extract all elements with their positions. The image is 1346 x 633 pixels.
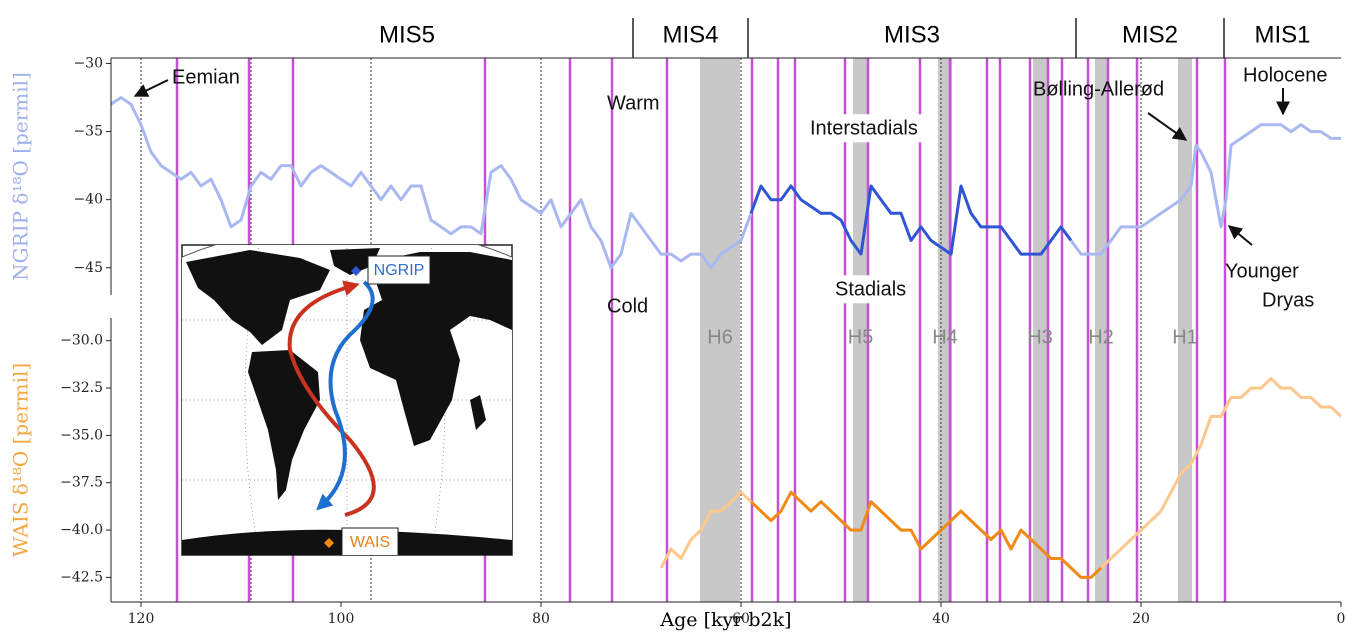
annotation: Warm (607, 92, 660, 114)
stage-label: MIS3 (884, 21, 940, 48)
annotation: Dryas (1262, 289, 1314, 311)
x-axis-label: Age [kyr b2k] (659, 609, 791, 631)
x-tick-label: 0 (1337, 611, 1346, 627)
x-tick-label: 60 (732, 611, 750, 627)
data-line (110, 96, 753, 270)
annotation: Eemian (172, 66, 240, 88)
y-tick-label: −35 (73, 124, 103, 140)
map-body (182, 245, 512, 555)
continents (182, 248, 512, 555)
annotation: Bølling-Allerød (1033, 78, 1164, 100)
x-tick-label: 20 (1132, 611, 1150, 627)
annotation: Stadials (835, 278, 906, 300)
arrow (133, 79, 169, 97)
y-axis-label: WAIS δ¹⁸O [permil] (9, 363, 33, 557)
stage-label: MIS1 (1254, 21, 1310, 48)
x-tick-label: 100 (328, 611, 355, 627)
y-tick-label: −30.0 (60, 333, 103, 349)
y-tick-label: −35.0 (60, 427, 103, 443)
y-tick-label: −40 (73, 192, 103, 208)
annotation: Holocene (1243, 64, 1328, 86)
stage-label: MIS4 (662, 21, 718, 48)
heinrich-label: H5 (848, 326, 874, 348)
map-label: WAIS (350, 534, 390, 551)
heinrich-label: H4 (932, 326, 958, 348)
heinrich-label: H2 (1088, 326, 1114, 348)
heinrich-label: H6 (707, 326, 733, 348)
x-tick-label: 120 (128, 611, 155, 627)
wais-marker (324, 538, 334, 548)
map-inset: NGRIP WAIS (181, 244, 513, 556)
data-line (1099, 377, 1343, 569)
y-tick-label: −30 (73, 55, 103, 71)
x-tick-label: 80 (532, 611, 550, 627)
x-tick-label: 40 (932, 611, 950, 627)
arrow (1147, 112, 1188, 141)
foreground-layer: H6 H5 H4 H3 H2 H1 −30 −35 −40 −45 NGRIP δ¹⁸O [perm… (9, 18, 1346, 631)
data-line (1069, 123, 1341, 256)
y-tick-label: −37.5 (60, 475, 103, 491)
data-layer (110, 96, 1343, 579)
arrow (1227, 225, 1253, 246)
data-line (749, 490, 1103, 579)
heinrich-label: H3 (1027, 326, 1053, 348)
annotation-box (831, 275, 911, 304)
y-tick-label: −42.5 (60, 569, 103, 585)
heinrich-band (1033, 58, 1047, 602)
y-axis-label: NGRIP δ¹⁸O [permil] (9, 72, 33, 281)
data-line (749, 184, 1073, 256)
annotation: Interstadials (810, 117, 918, 139)
annotation: Younger (1225, 260, 1299, 282)
y-tick-label: −45 (73, 260, 103, 276)
stage-label: MIS5 (379, 21, 435, 48)
heinrich-band (853, 58, 868, 602)
y-tick-label: −40.0 (60, 522, 103, 538)
label-box (367, 255, 431, 285)
ngrip-marker (351, 266, 361, 276)
data-line (659, 490, 753, 569)
y-tick-label: −32.5 (60, 380, 103, 396)
annotation-box (806, 114, 922, 143)
map-label: NGRIP (374, 262, 425, 279)
stage-label: MIS2 (1122, 21, 1178, 48)
annotation: Cold (607, 295, 648, 317)
heinrich-label: H1 (1172, 326, 1198, 348)
label-box (341, 527, 399, 555)
heinrich-band (1095, 58, 1107, 602)
